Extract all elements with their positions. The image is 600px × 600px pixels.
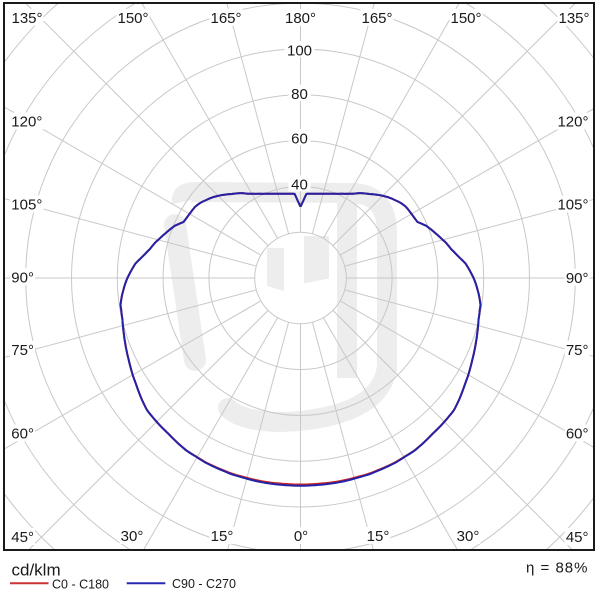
svg-text:75°: 75° — [566, 342, 589, 359]
svg-text:165°: 165° — [210, 10, 241, 27]
svg-text:90°: 90° — [11, 269, 34, 286]
svg-text:30°: 30° — [457, 528, 480, 545]
svg-text:15°: 15° — [211, 528, 234, 545]
svg-text:40: 40 — [291, 177, 308, 194]
svg-text:150°: 150° — [450, 10, 481, 27]
svg-text:C0 - C180: C0 - C180 — [52, 578, 109, 592]
svg-text:180°: 180° — [285, 10, 316, 27]
svg-text:C90 - C270: C90 - C270 — [172, 577, 236, 591]
svg-text:30°: 30° — [121, 528, 144, 545]
svg-text:135°: 135° — [11, 10, 42, 27]
svg-text:120°: 120° — [557, 114, 588, 131]
svg-text:60°: 60° — [11, 426, 34, 443]
svg-text:105°: 105° — [11, 197, 42, 214]
svg-text:90°: 90° — [566, 270, 589, 287]
svg-text:165°: 165° — [361, 10, 392, 27]
svg-text:0°: 0° — [294, 528, 308, 545]
svg-text:15°: 15° — [367, 528, 390, 545]
svg-text:100: 100 — [287, 42, 312, 59]
svg-text:45°: 45° — [566, 529, 589, 546]
svg-text:cd/klm: cd/klm — [12, 561, 61, 580]
svg-text:60°: 60° — [566, 426, 589, 443]
svg-text:120°: 120° — [11, 114, 42, 131]
svg-text:80: 80 — [291, 86, 308, 103]
svg-text:η = 88%: η = 88% — [526, 559, 588, 576]
svg-text:105°: 105° — [557, 197, 588, 214]
svg-text:135°: 135° — [558, 10, 589, 27]
svg-text:45°: 45° — [11, 529, 34, 546]
svg-text:75°: 75° — [11, 342, 34, 359]
svg-text:60: 60 — [291, 131, 308, 148]
svg-text:150°: 150° — [117, 10, 148, 27]
